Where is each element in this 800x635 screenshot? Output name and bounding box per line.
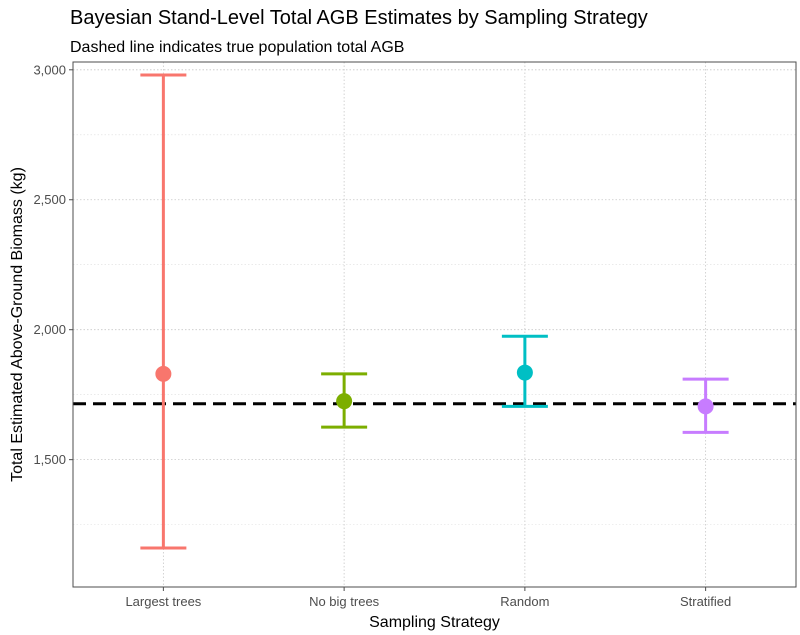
x-tick-label: Largest trees xyxy=(125,594,201,609)
x-tick-label: Random xyxy=(500,594,549,609)
y-tick-label: 2,000 xyxy=(33,322,66,337)
estimate-point xyxy=(155,365,172,382)
x-tick-label: No big trees xyxy=(309,594,380,609)
grid-layer xyxy=(73,62,796,587)
x-tick-label: Stratified xyxy=(680,594,731,609)
y-tick-label: 3,000 xyxy=(33,62,66,77)
error-bar-group xyxy=(501,334,548,408)
data-layer xyxy=(140,73,729,550)
chart-title: Bayesian Stand-Level Total AGB Estimates… xyxy=(70,7,648,29)
estimate-point xyxy=(697,398,714,415)
chart-subtitle: Dashed line indicates true population to… xyxy=(70,39,404,56)
axis-layer: 1,500 2,000 2,500 3,000 Largest trees No big … xyxy=(33,62,731,609)
y-tick-label: 2,500 xyxy=(33,192,66,207)
y-tick-label: 1,500 xyxy=(33,452,66,467)
x-axis-title: Sampling Strategy xyxy=(369,614,500,631)
panel-border xyxy=(72,61,797,588)
error-bar-group xyxy=(321,372,368,429)
y-axis-title: Total Estimated Above-Ground Biomass (kg… xyxy=(9,167,26,482)
estimate-point xyxy=(336,393,353,410)
error-bar-group xyxy=(682,377,729,434)
estimate-point xyxy=(516,364,533,381)
error-bar-group xyxy=(140,73,187,550)
